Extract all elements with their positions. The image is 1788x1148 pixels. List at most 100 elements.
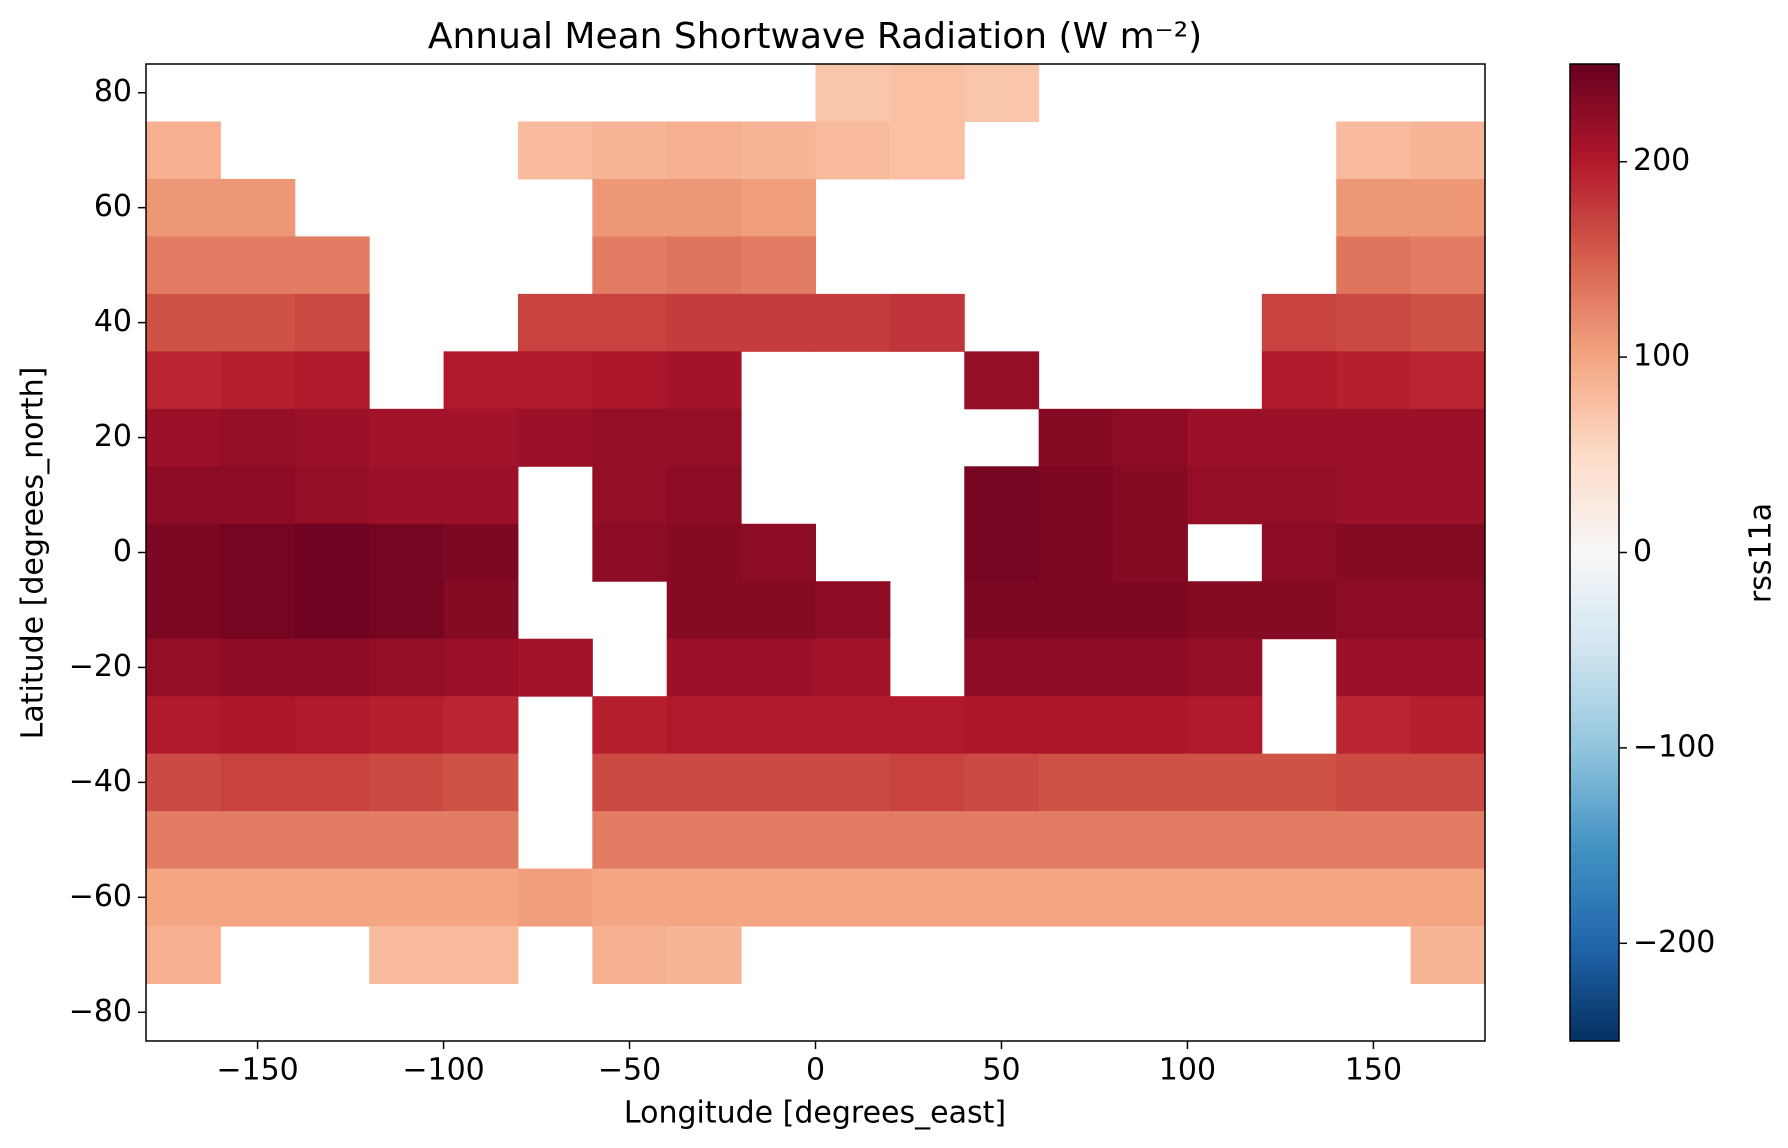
heatmap-cell [964, 868, 1040, 927]
heatmap-cell [1187, 753, 1263, 812]
heatmap-cell [294, 753, 370, 812]
heatmap-cell [1038, 753, 1114, 812]
heatmap-cell [815, 581, 891, 640]
heatmap-cell [294, 293, 370, 352]
heatmap-cell [443, 351, 519, 410]
heatmap-cell [666, 926, 742, 985]
heatmap-cell [220, 696, 296, 755]
heatmap-cell [1410, 696, 1485, 755]
heatmap-cell [1261, 408, 1337, 467]
heatmap-cell [443, 581, 519, 640]
heatmap-cell [592, 236, 668, 295]
heatmap-cell [1113, 466, 1188, 525]
heatmap-cell [443, 696, 519, 755]
heatmap-cell [146, 811, 221, 870]
heatmap-cell [220, 293, 296, 352]
heatmap-cell [1187, 696, 1263, 755]
colorbar-tick-label: 100 [1633, 339, 1690, 374]
heatmap-cell [1410, 811, 1485, 870]
x-tick-label: −100 [402, 1053, 484, 1088]
heatmap-cell [1187, 811, 1263, 870]
heatmap-cell [1261, 466, 1337, 525]
heatmap-cell [592, 466, 668, 525]
heatmap-cell [1336, 293, 1412, 352]
heatmap-cell [1038, 408, 1114, 467]
heatmap-cell [1336, 178, 1412, 237]
heatmap-cell [1410, 293, 1485, 352]
heatmap-cell [1410, 466, 1485, 525]
colorbar-label: rss11a [1744, 503, 1779, 603]
heatmap-cell [741, 638, 816, 697]
heatmap-cell [1336, 121, 1412, 180]
heatmap-cell [517, 121, 593, 180]
heatmap-cell [146, 581, 221, 640]
heatmap-cell [517, 293, 593, 352]
heatmap-cell [1113, 868, 1188, 927]
heatmap-cell [592, 351, 668, 410]
heatmap-cell [1038, 466, 1114, 525]
heatmap-cell [964, 64, 1040, 122]
heatmap-cell [1336, 351, 1412, 410]
heatmap-cell [666, 696, 742, 755]
heatmap-cell [1261, 351, 1337, 410]
heatmap-cell [1410, 351, 1485, 410]
heatmap-cell [741, 753, 816, 812]
y-tick-label: 40 [94, 304, 132, 339]
heatmap-cell [666, 466, 742, 525]
colorbar [1569, 63, 1620, 1042]
heatmap-cell [889, 811, 965, 870]
heatmap-cell [146, 753, 221, 812]
heatmap-cell [1113, 811, 1188, 870]
heatmap-cell [889, 121, 965, 180]
heatmap-cell [964, 753, 1040, 812]
heatmap-cell [592, 121, 668, 180]
x-tick-label: 150 [1345, 1053, 1402, 1088]
heatmap-cell [964, 466, 1040, 525]
heatmap-cell [1187, 868, 1263, 927]
x-tick-label: 100 [1159, 1053, 1216, 1088]
heatmap-cell [1038, 811, 1114, 870]
heatmap-cell [146, 408, 221, 467]
heatmap-cell [592, 811, 668, 870]
heatmap-cell [666, 753, 742, 812]
heatmap-cell [443, 811, 519, 870]
heatmap-cell [964, 581, 1040, 640]
x-tick-label: 0 [806, 1053, 825, 1088]
heatmap-cell [1113, 696, 1188, 755]
heatmap-cell [1113, 408, 1188, 467]
heatmap-cell [443, 926, 519, 985]
heatmap-cell [1410, 638, 1485, 697]
heatmap-cell [294, 236, 370, 295]
heatmap-cell [1187, 638, 1263, 697]
heatmap-cell [146, 638, 221, 697]
heatmap-cell [220, 753, 296, 812]
heatmap-cell [1336, 638, 1412, 697]
heatmap-cell [443, 523, 519, 582]
heatmap-cell [1038, 581, 1114, 640]
heatmap-cell [369, 408, 445, 467]
heatmap-cell [964, 523, 1040, 582]
heatmap-cell [666, 293, 742, 352]
heatmap-cell [741, 236, 816, 295]
y-axis-label: Latitude [degrees_north] [16, 367, 51, 740]
heatmap-cell [220, 408, 296, 467]
heatmap-cell [146, 696, 221, 755]
heatmap-cell [1336, 236, 1412, 295]
heatmap-cell [369, 638, 445, 697]
heatmap-cell [1410, 581, 1485, 640]
heatmap-cell [592, 178, 668, 237]
heatmap-cell [815, 696, 891, 755]
colorbar-tick-label: 200 [1633, 143, 1690, 178]
colorbar-tick-label: −200 [1633, 925, 1715, 960]
heatmap-cell [815, 638, 891, 697]
heatmap-cell [146, 293, 221, 352]
heatmap-cell [369, 696, 445, 755]
heatmap-cell [592, 868, 668, 927]
heatmap-cell [1113, 638, 1188, 697]
heatmap-cell [741, 523, 816, 582]
heatmap-cell [146, 236, 221, 295]
heatmap-cell [1336, 696, 1412, 755]
heatmap-cell [666, 811, 742, 870]
y-tick-label: 80 [94, 74, 132, 109]
